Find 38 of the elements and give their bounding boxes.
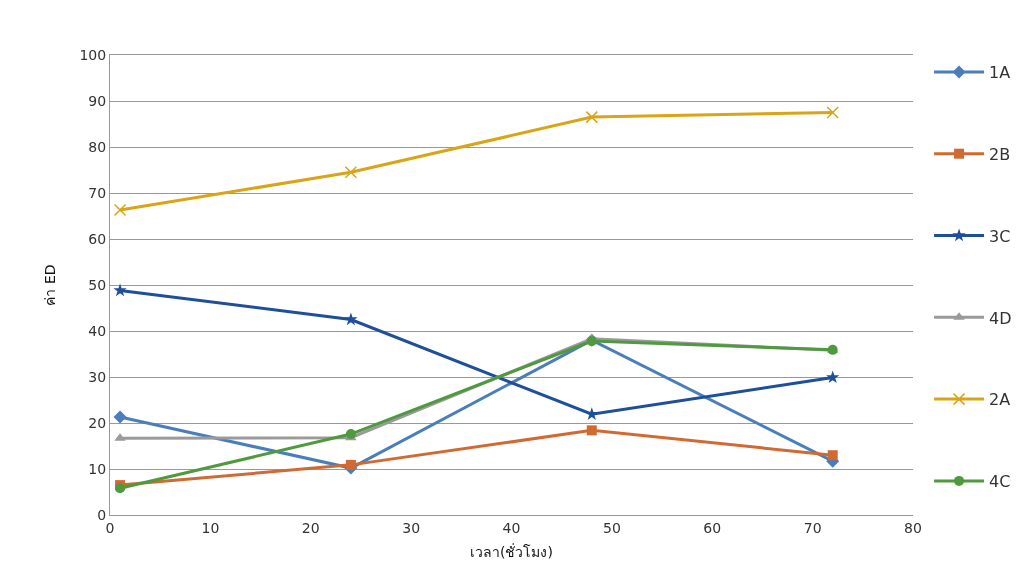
point xyxy=(586,425,597,436)
legend-label: 4C xyxy=(989,472,1011,492)
y-axis-title: ค่า ED xyxy=(42,264,59,306)
y-tick-label: 70 xyxy=(88,184,107,201)
x-tick-label: 10 xyxy=(201,519,220,536)
point xyxy=(344,166,358,179)
y-tick-label: 60 xyxy=(88,230,107,247)
point xyxy=(345,459,356,470)
legend-label: 1A xyxy=(989,63,1011,83)
legend-label: 2B xyxy=(989,144,1011,164)
y-tick-label: 0 xyxy=(97,506,107,523)
x-tick-label: 50 xyxy=(602,519,621,536)
point xyxy=(113,283,127,297)
y-tick-label: 50 xyxy=(88,276,107,293)
x-tick-label: 60 xyxy=(703,519,722,536)
point xyxy=(826,106,839,119)
point xyxy=(826,370,840,384)
x-tick-label: 20 xyxy=(301,519,320,536)
point xyxy=(585,110,599,124)
y-tick-label: 90 xyxy=(88,92,107,109)
y-tick-label: 40 xyxy=(88,322,107,339)
x-tick-label: 80 xyxy=(904,519,922,536)
point xyxy=(344,312,358,326)
y-tick-label: 30 xyxy=(88,368,107,385)
legend-label: 4D xyxy=(989,308,1012,328)
point xyxy=(113,203,127,217)
legend-label: 2A xyxy=(989,390,1011,410)
x-tick-label: 30 xyxy=(402,519,421,536)
y-tick-label: 100 xyxy=(79,46,107,63)
x-tick-label: 40 xyxy=(502,519,521,536)
point xyxy=(827,450,838,461)
y-tick-label: 80 xyxy=(88,138,107,155)
point xyxy=(113,410,127,424)
x-tick-label: 70 xyxy=(803,519,822,536)
x-axis-title: เวลา(ชั่วโมง) xyxy=(470,543,553,561)
y-tick-label: 20 xyxy=(88,414,107,431)
y-tick-label: 10 xyxy=(88,460,107,477)
legend-label: 3C xyxy=(989,226,1011,246)
